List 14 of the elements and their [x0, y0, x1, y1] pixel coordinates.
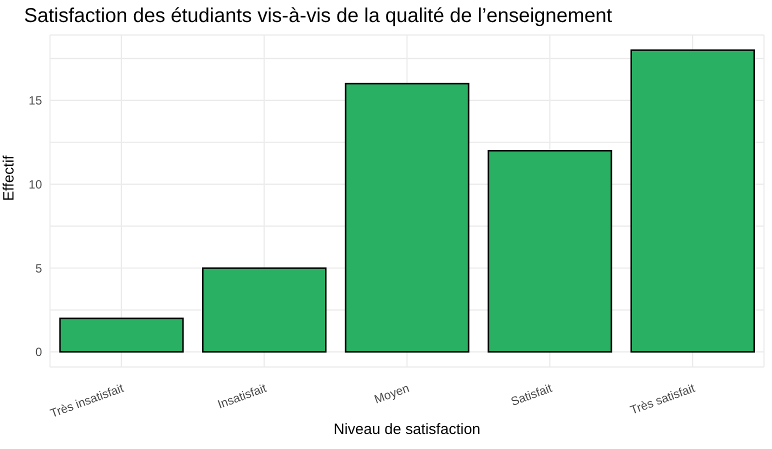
x-axis-title: Niveau de satisfaction [334, 421, 480, 438]
y-tick-label: 5 [35, 261, 42, 276]
bar [630, 49, 755, 353]
bar [488, 150, 612, 353]
bar [202, 267, 327, 353]
y-axis-title: Effectif [0, 154, 18, 201]
y-tick-label: 0 [35, 345, 42, 360]
x-tick-label: Moyen [372, 380, 412, 406]
chart-title: Satisfaction des étudiants vis-à-vis de la qualité de l’enseignement [24, 5, 612, 28]
x-tick-label: Très satisfait [628, 380, 698, 418]
bar [59, 318, 184, 353]
y-tick-label: 15 [28, 94, 42, 108]
bar [344, 82, 470, 353]
y-tick-label: 10 [28, 177, 42, 192]
